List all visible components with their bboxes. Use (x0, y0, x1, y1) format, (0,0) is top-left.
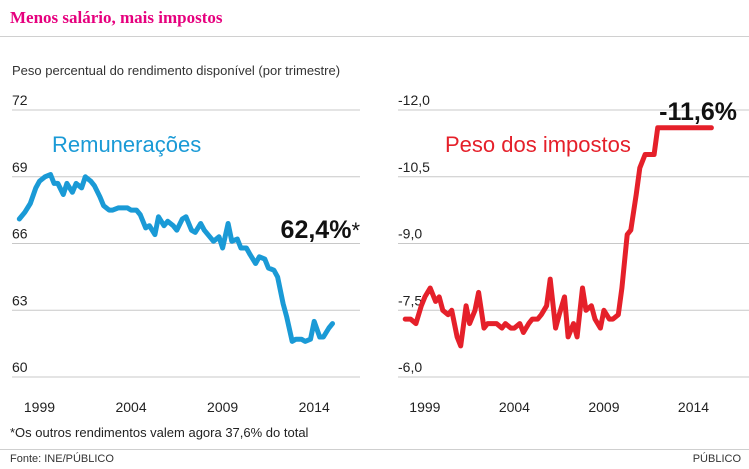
chart-title: Menos salário, mais impostos (10, 8, 223, 27)
impostos-y-tick-label: -12,0 (398, 92, 430, 108)
remuneracoes-y-tick-label: 72 (12, 92, 28, 108)
remuneracoes-x-tick-label: 2014 (299, 399, 330, 415)
impostos-chart: -12,0 -10,5 -9,0 -7,5 -6,0 1999 2004 2009 2014 Pe… (398, 92, 749, 415)
impostos-x-tick-label: 2009 (588, 399, 619, 415)
remuneracoes-end-value-label: 62,4%* (281, 216, 361, 244)
impostos-y-tick-label: -10,5 (398, 159, 430, 175)
impostos-x-tick-label: 1999 (409, 399, 440, 415)
remuneracoes-x-tick-label: 2009 (207, 399, 238, 415)
remuneracoes-y-tick-label: 66 (12, 226, 28, 242)
remuneracoes-series-label: Remunerações (52, 132, 201, 157)
source-credit: Fonte: INE/PÚBLICO (10, 453, 114, 465)
publisher-brand: PÚBLICO (692, 453, 741, 465)
remuneracoes-chart: 72 69 66 63 60 1999 2004 2009 2014 Remunerações 62… (12, 92, 361, 415)
remuneracoes-x-tick-label: 1999 (24, 399, 55, 415)
remuneracoes-footnote-marker: * (351, 218, 360, 243)
remuneracoes-x-tick-label: 2004 (115, 399, 146, 415)
impostos-x-tick-label: 2004 (499, 399, 530, 415)
footnote: *Os outros rendimentos valem agora 37,6%… (10, 425, 309, 440)
remuneracoes-end-value: 62,4% (281, 216, 352, 244)
title-divider (0, 36, 749, 37)
impostos-end-value-label: -11,6% (659, 98, 737, 126)
impostos-y-tick-label: -9,0 (398, 226, 422, 242)
impostos-x-tick-label: 2014 (678, 399, 709, 415)
remuneracoes-y-tick-label: 69 (12, 159, 28, 175)
impostos-end-value: -11,6% (659, 98, 737, 126)
chart-subtitle: Peso percentual do rendimento disponível… (12, 63, 341, 78)
remuneracoes-y-tick-label: 60 (12, 359, 28, 375)
remuneracoes-y-tick-label: 63 (12, 292, 28, 308)
impostos-y-tick-label: -7,5 (398, 292, 422, 308)
impostos-y-tick-label: -6,0 (398, 359, 422, 375)
impostos-series-label: Peso dos impostos (445, 132, 631, 157)
impostos-series-line (402, 125, 714, 349)
footer-divider (0, 449, 749, 450)
remuneracoes-series-line (16, 172, 335, 344)
